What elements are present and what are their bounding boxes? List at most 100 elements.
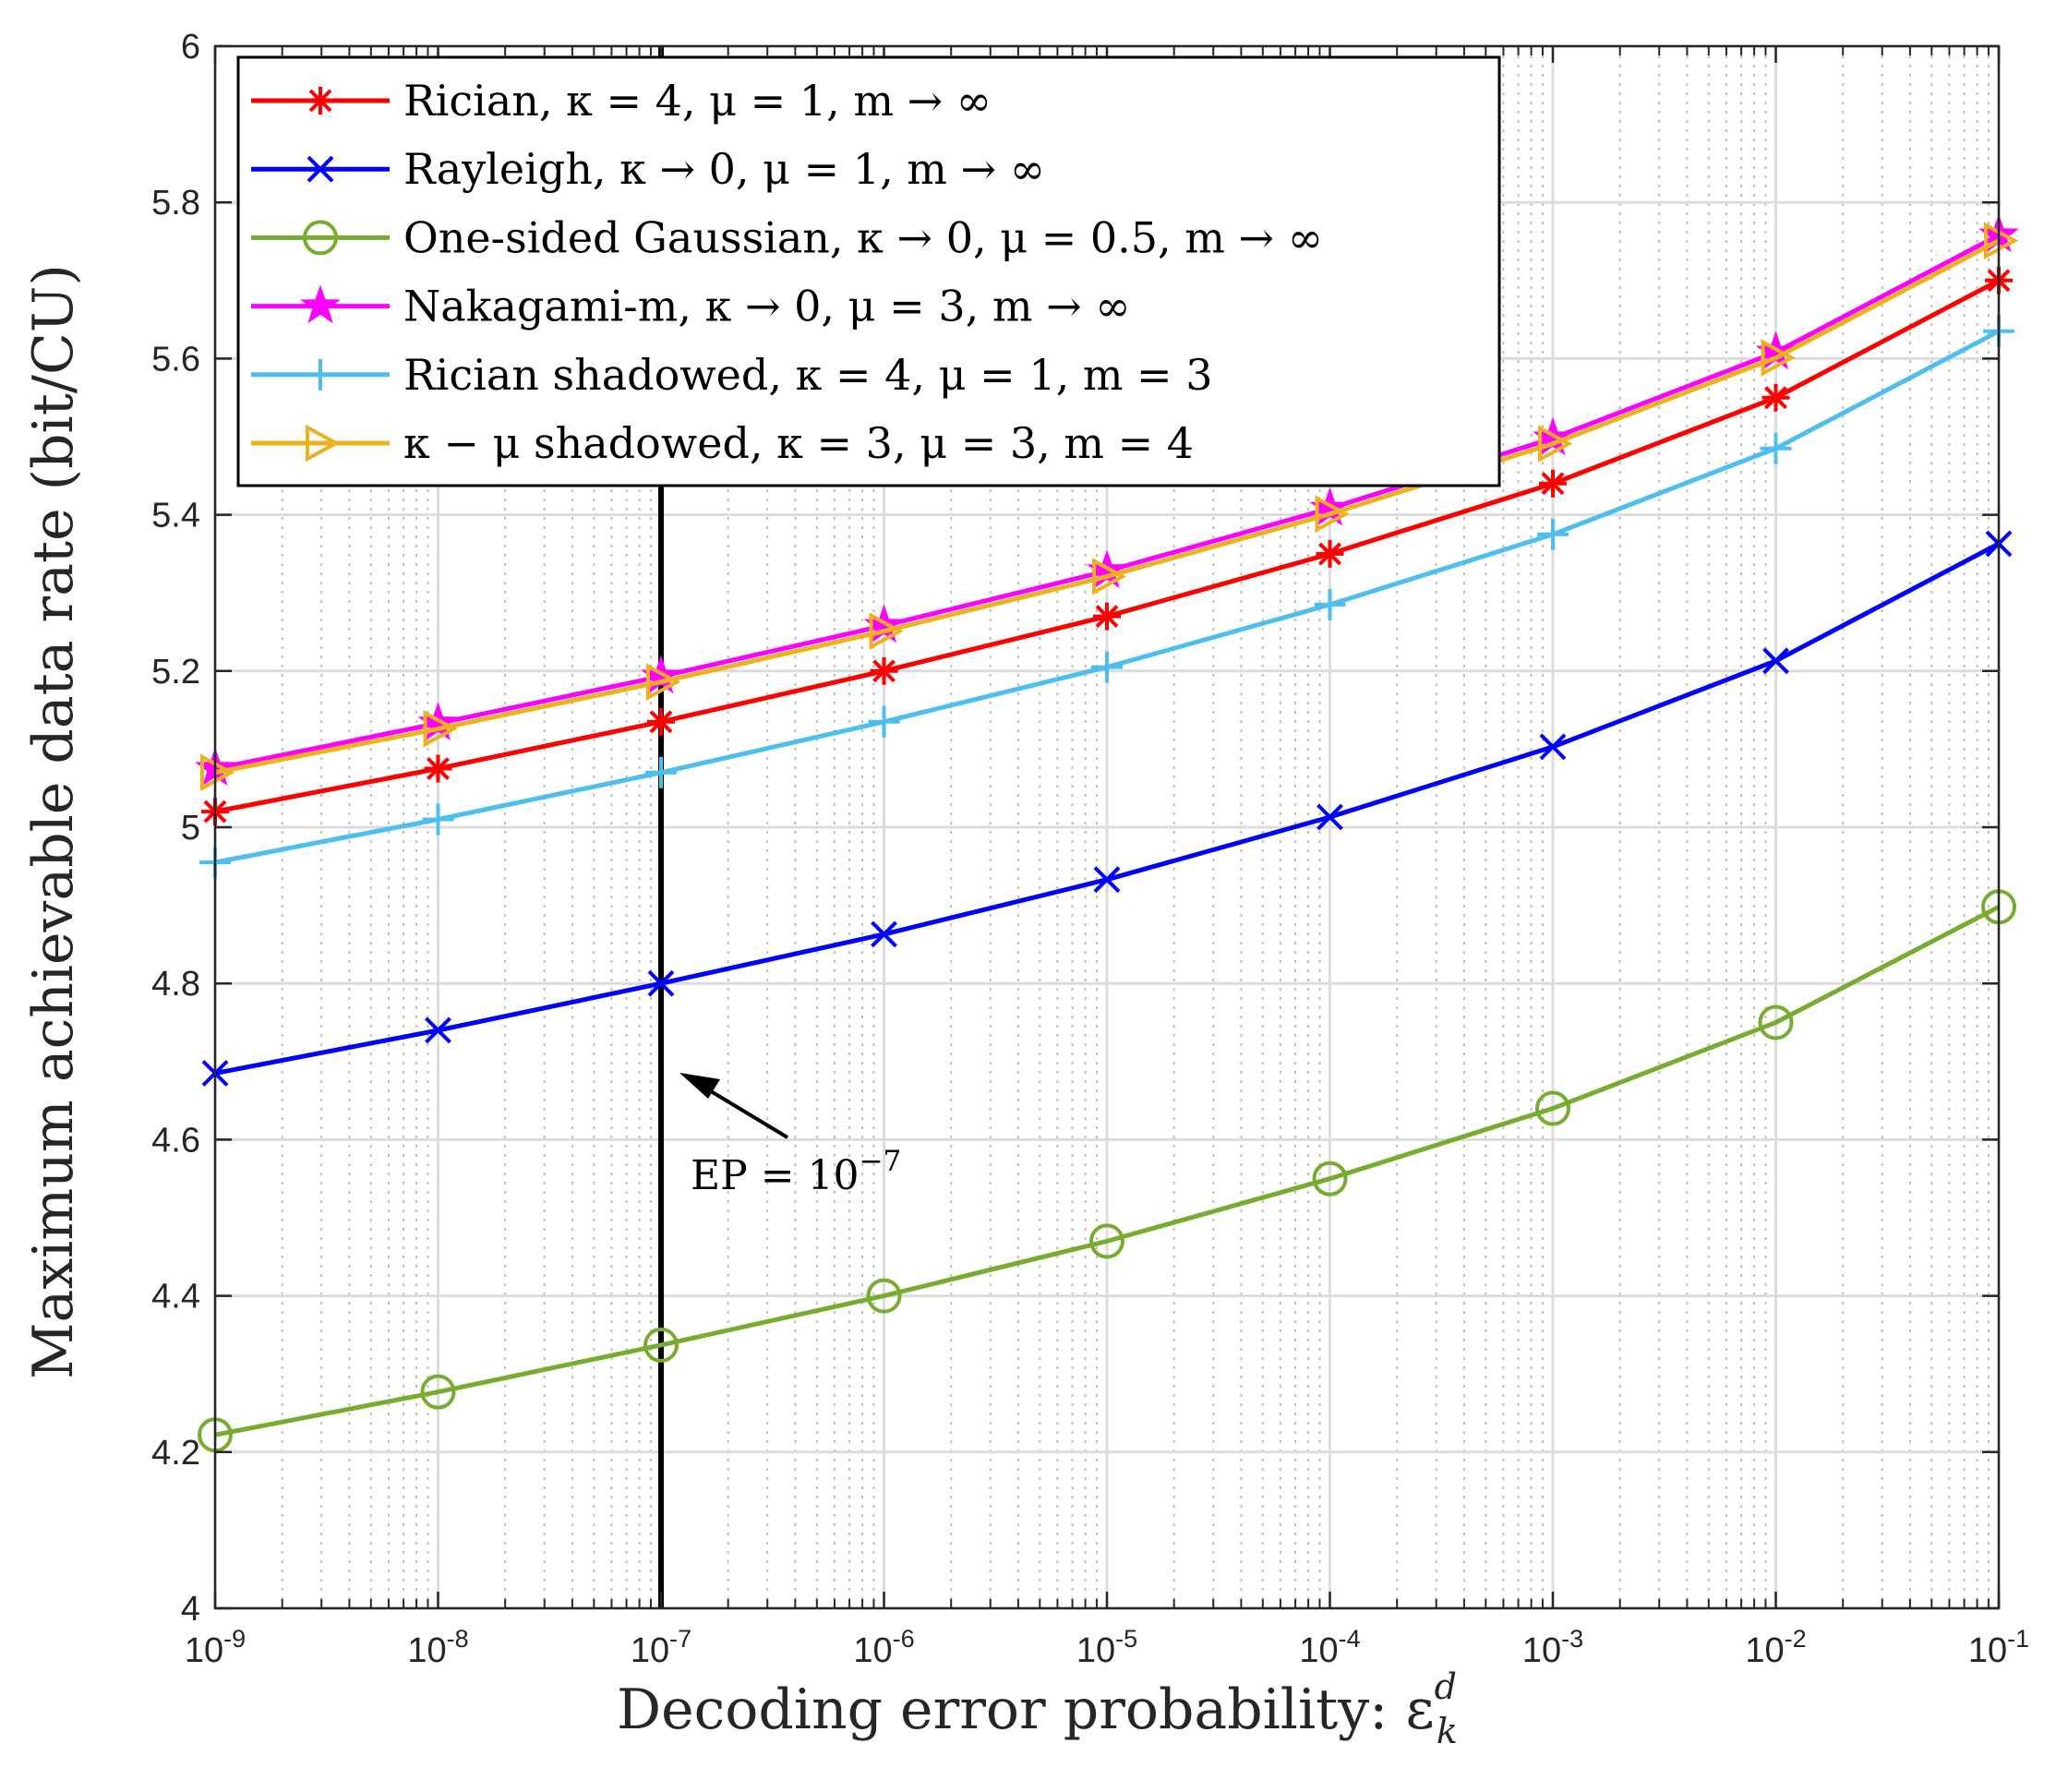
legend-label: κ − μ shadowed, κ = 3, μ = 3, m = 4 [403,418,1194,468]
x-tick-base: 10 [407,1631,446,1670]
data-point [1093,866,1121,894]
x-tick-base: 10 [1968,1631,2007,1670]
x-tick-base: 10 [853,1631,892,1670]
legend-item-3: One-sided Gaussian, κ → 0, μ = 0.5, m → … [251,212,1323,262]
legend-item-1: Rician, κ = 4, μ = 1, m → ∞ [251,76,992,126]
data-point [1761,339,1796,377]
ep-annotation-exponent: −7 [860,1145,902,1178]
legend-label: Rayleigh, κ → 0, μ = 1, m → ∞ [403,144,1045,194]
x-tick-label: 10-1 [1968,1625,2029,1670]
data-point [647,707,675,736]
data-point [422,803,454,836]
legend-marker [300,284,341,324]
data-point [1539,469,1567,498]
data-point [200,753,235,792]
data-point [1316,539,1344,568]
y-tick-label: 5.4 [151,497,200,535]
x-tick-exponent: -3 [1561,1625,1583,1653]
x-tick-base: 10 [1745,1631,1784,1670]
annotation-arrow-head [679,1073,720,1099]
data-point [646,663,681,702]
series-layer [195,213,2019,1453]
data-point [425,1016,451,1044]
data-point [1538,425,1573,463]
x-tick-exponent: -7 [669,1625,691,1653]
data-point [1314,588,1346,620]
x-tick-labels: 10-9 10-8 10-7 10-6 10-5 10-4 10-3 10-2 10-1 [185,1625,2029,1670]
x-tick-label: 10-7 [631,1625,691,1670]
x-tick-label: 10-3 [1522,1625,1583,1670]
data-point [1091,651,1123,683]
y-tick-label: 5.2 [151,653,200,692]
x-tick-base: 10 [1522,1631,1561,1670]
legend-item-5: Rician shadowed, κ = 4, μ = 1, m = 3 [251,350,1213,400]
x-tick-base: 10 [185,1631,223,1670]
data-point [866,1278,902,1314]
data-point [647,969,675,997]
x-tick-label: 10-8 [407,1625,468,1670]
y-tick-label: 4.4 [151,1278,200,1317]
legend-marker [303,220,338,256]
data-point [423,710,458,748]
data-point [1758,1004,1794,1040]
y-tick-label: 5.8 [151,184,200,222]
x-tick-label: 10-9 [185,1625,246,1670]
ticks-layer [213,44,2001,1610]
series-line [214,238,2001,776]
x-tick-exponent: -9 [223,1625,246,1653]
ep-annotation: EP = 10−7 [679,1073,901,1199]
ep-annotation-label: EP = 10−7 [691,1145,901,1199]
data-point [868,705,900,738]
legend-item-6: κ − μ shadowed, κ = 3, μ = 3, m = 4 [251,418,1194,468]
legend-marker [306,424,341,463]
ep-annotation-base: EP = 10 [691,1152,860,1199]
data-point [1761,383,1790,412]
x-tick-exponent: -6 [893,1625,915,1653]
data-point [1537,518,1569,550]
legend-label: One-sided Gaussian, κ → 0, μ = 0.5, m → … [403,212,1323,262]
y-tick-label: 4.8 [151,965,200,1004]
legend-marker [307,155,334,183]
x-tick-exponent: -4 [1339,1625,1361,1653]
y-tick-label: 5.6 [151,340,200,379]
legend-marker [307,87,334,114]
data-point [645,756,677,788]
x-tick-base: 10 [631,1631,669,1670]
series-line [214,905,2001,1437]
data-point [643,1327,679,1363]
data-point [1539,733,1567,761]
data-point [871,920,897,948]
legend-items: Rician, κ = 4, μ = 1, m → ∞ Rayleigh, κ →… [251,76,1323,468]
data-point [1984,222,2019,260]
y-tick-label: 5 [181,809,200,848]
legend-marker [305,358,336,391]
y-tick-label: 4 [181,1590,200,1629]
data-point [869,612,904,651]
y-tick-label: 6 [181,28,200,66]
x-tick-label: 10-4 [1299,1625,1360,1670]
data-point [1535,1090,1570,1126]
x-tick-base: 10 [1076,1631,1115,1670]
x-tick-exponent: -5 [1115,1625,1137,1653]
data-point [870,656,898,685]
data-point [1317,803,1343,831]
x-tick-exponent: -2 [1785,1625,1807,1653]
x-tick-label: 10-6 [853,1625,914,1670]
data-point [1093,602,1121,631]
x-tick-exponent: -1 [2007,1625,2029,1653]
series-6 [200,222,2019,792]
data-point [1315,495,1350,534]
data-point [1312,1161,1348,1197]
x-axis-label-main: Decoding error probability: ε [617,1678,1435,1742]
x-axis-label: Decoding error probability: εd k [617,1666,1458,1751]
data-point [1089,1223,1124,1259]
x-tick-exponent: -8 [447,1625,469,1653]
x-tick-base: 10 [1299,1631,1338,1670]
legend-item-2: Rayleigh, κ → 0, μ = 1, m → ∞ [251,144,1045,194]
data-point [424,754,452,783]
legend-label: Rician shadowed, κ = 4, μ = 1, m = 3 [403,350,1213,400]
x-tick-label: 10-5 [1076,1625,1137,1670]
data-point [420,1374,456,1410]
x-axis-label-superscript: d [1435,1666,1457,1707]
